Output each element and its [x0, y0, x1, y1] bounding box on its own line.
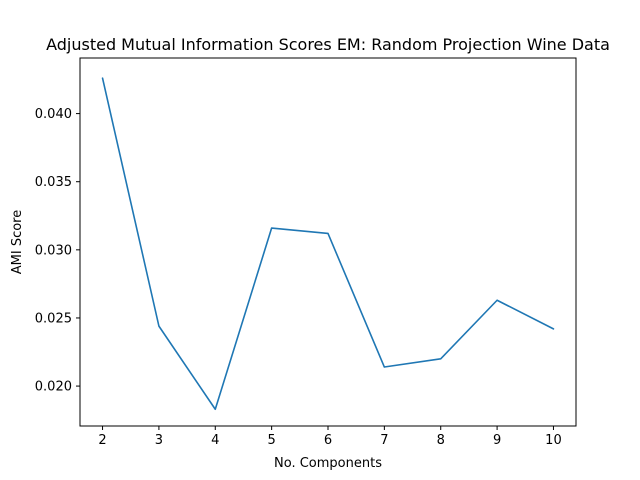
x-tick-label: 4 — [211, 433, 219, 448]
x-tick-label: 2 — [98, 433, 106, 448]
chart-title: Adjusted Mutual Information Scores EM: R… — [46, 35, 610, 54]
y-tick-label: 0.020 — [35, 380, 72, 395]
y-tick-label: 0.025 — [35, 311, 72, 326]
plot-area: 2 3 4 5 6 7 8 9 10 0.020 0.025 0.030 0.035 0.040 — [35, 57, 577, 448]
x-tick-label: 10 — [545, 433, 562, 448]
y-tick-label: 0.035 — [35, 175, 72, 190]
x-tick-label: 9 — [493, 433, 501, 448]
x-tick-label: 8 — [437, 433, 445, 448]
y-tick-label: 0.040 — [35, 107, 72, 122]
y-axis-label: AMI Score — [10, 210, 25, 275]
series-group — [101, 77, 555, 411]
x-tick-label: 7 — [380, 433, 388, 448]
x-tick-label: 5 — [267, 433, 275, 448]
x-tick-label: 6 — [324, 433, 332, 448]
x-axis-ticks: 2 3 4 5 6 7 8 9 10 — [98, 426, 562, 448]
y-axis-ticks: 0.020 0.025 0.030 0.035 0.040 — [35, 107, 80, 395]
x-tick-label: 3 — [155, 433, 163, 448]
x-axis-label: No. Components — [274, 456, 382, 471]
series-line-0 — [101, 77, 555, 411]
y-tick-label: 0.030 — [35, 243, 72, 258]
